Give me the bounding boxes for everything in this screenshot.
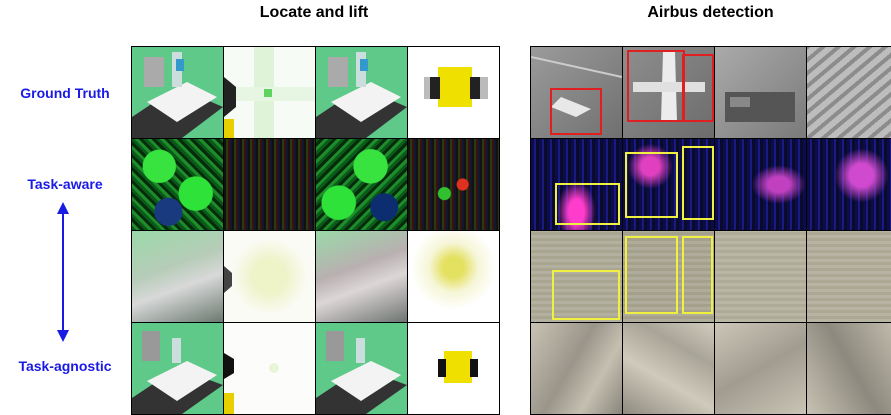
airbus-grid (530, 46, 891, 415)
tile-agnostic-3 (316, 323, 407, 414)
tile-aware-2 (224, 139, 315, 230)
tile-mid-1 (132, 231, 223, 322)
tile-gt-airport-1 (531, 47, 622, 138)
tile-mid-3 (316, 231, 407, 322)
tile-agnostic-airport-4 (807, 323, 891, 414)
tile-agnostic-airport-2 (623, 323, 714, 414)
tile-gt-topdown-2 (408, 47, 499, 138)
row-label-ground-truth: Ground Truth (20, 85, 110, 101)
tile-gt-airport-4 (807, 47, 891, 138)
tile-agnostic-airport-3 (715, 323, 806, 414)
tile-aware-airport-2 (623, 139, 714, 230)
tile-aware-1 (132, 139, 223, 230)
locate-lift-grid (131, 46, 500, 415)
tile-agnostic-1 (132, 323, 223, 414)
tile-gt-topdown-1 (224, 47, 315, 138)
tile-mid-airport-2 (623, 231, 714, 322)
row-label-task-agnostic: Task-agnostic (18, 358, 112, 374)
tile-gt-robot-2 (316, 47, 407, 138)
tile-aware-airport-3 (715, 139, 806, 230)
double-arrow-icon (57, 202, 69, 342)
tile-aware-3 (316, 139, 407, 230)
tile-agnostic-4 (408, 323, 499, 414)
tile-mid-airport-4 (807, 231, 891, 322)
tile-aware-4 (408, 139, 499, 230)
tile-gt-airport-2 (623, 47, 714, 138)
right-panel-title: Airbus detection (647, 4, 774, 21)
tile-mid-2 (224, 231, 315, 322)
tile-mid-airport-3 (715, 231, 806, 322)
tile-agnostic-2 (224, 323, 315, 414)
tile-mid-airport-1 (531, 231, 622, 322)
left-panel-title: Locate and lift (259, 4, 369, 21)
tile-agnostic-airport-1 (531, 323, 622, 414)
row-label-task-aware: Task-aware (27, 176, 103, 192)
tile-aware-airport-1 (531, 139, 622, 230)
tile-mid-4 (408, 231, 499, 322)
tile-gt-airport-3 (715, 47, 806, 138)
tile-aware-airport-4 (807, 139, 891, 230)
tile-gt-robot-1 (132, 47, 223, 138)
